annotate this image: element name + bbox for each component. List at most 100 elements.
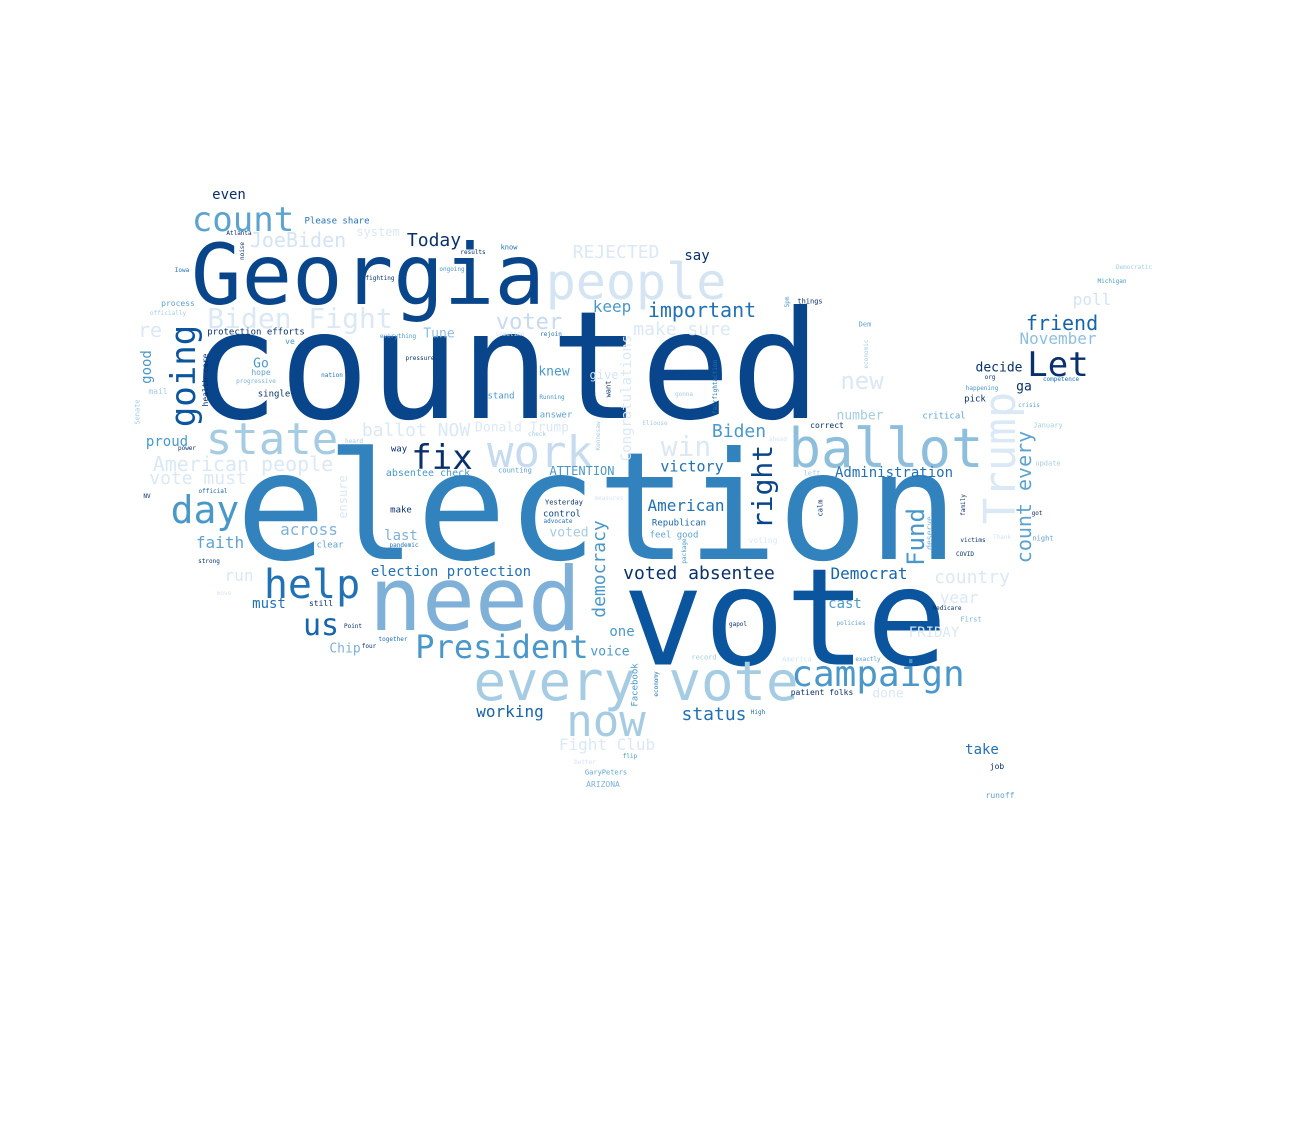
word-move: move — [216, 590, 232, 597]
word-even: even — [212, 187, 246, 203]
word-ahead: ahead — [768, 436, 788, 443]
word-help: help — [263, 562, 361, 608]
word-knew: knew — [538, 364, 570, 380]
word-pressure: pressure — [405, 355, 435, 362]
word-system: system — [356, 225, 400, 239]
word-got: got — [1031, 510, 1043, 517]
word-tune: Tune — [423, 326, 455, 342]
word-fight-club: Fight Club — [558, 735, 656, 754]
word-answer: answer — [539, 410, 573, 421]
word-cast: cast — [828, 596, 862, 612]
word-america: America — [782, 655, 812, 664]
word-night: night — [1032, 534, 1054, 543]
word-good: good — [139, 350, 155, 384]
word-joebiden: JoeBiden — [249, 228, 347, 252]
word-things: things — [797, 297, 823, 306]
word-year: year — [939, 588, 979, 607]
word-single: single — [257, 389, 291, 400]
word-american: American — [647, 496, 725, 515]
word-nv: NV — [143, 493, 151, 500]
word-gonna: gonna — [674, 391, 694, 398]
word-progressive: progressive — [236, 378, 276, 385]
word-victims: victims — [960, 537, 986, 544]
word-win: win — [660, 430, 712, 463]
word-november: November — [1019, 329, 1097, 348]
word-ballot-now: ballot NOW — [361, 420, 471, 441]
word-state: state — [205, 414, 339, 465]
word-control: control — [543, 509, 581, 520]
word-give: give — [589, 368, 619, 382]
word-update: update — [1035, 459, 1061, 468]
word-republican: Republican — [651, 518, 707, 529]
word-correct: correct — [810, 421, 844, 430]
word-biden-fight: Biden Fight — [207, 302, 393, 335]
word-advocate: advocate — [543, 518, 573, 525]
word-process: process — [161, 299, 195, 308]
word-stand: stand — [487, 391, 515, 402]
word-biden: Biden — [711, 421, 767, 442]
word-feel-good: feel good — [649, 530, 699, 541]
word-want: want — [604, 380, 613, 398]
word-atlanta: Atlanta — [226, 230, 252, 237]
word-michigan: Michigan — [1097, 278, 1127, 285]
word-democratic: Democratic — [1115, 264, 1153, 271]
word-ongoing: ongoing — [439, 266, 465, 273]
word-vote-must: vote must — [149, 468, 247, 489]
word-done: done — [872, 686, 904, 702]
word-need: need — [369, 548, 581, 651]
word-first: First — [960, 615, 982, 624]
word-record: record — [691, 653, 717, 662]
word-everything: everything — [379, 333, 417, 340]
word-say: say — [684, 248, 710, 264]
word-job: job — [989, 762, 1005, 771]
word-ga: ga — [1016, 379, 1032, 395]
word-election-protection: election protection — [370, 564, 532, 580]
word-run: run — [224, 566, 254, 585]
word-garypeters: GaryPeters — [584, 768, 628, 777]
word-faith: faith — [195, 533, 245, 552]
word-heard: heard — [344, 438, 364, 445]
word-take: take — [965, 742, 999, 758]
word-check: check — [527, 431, 547, 438]
word-deserve: deserve — [925, 516, 934, 550]
word-attention: ATTENTION — [549, 464, 615, 478]
word-pandemic: pandemic — [389, 542, 419, 549]
word-rejoin: rejoin — [540, 331, 562, 338]
word-re: re — [137, 318, 163, 342]
word-january: January — [1033, 421, 1063, 430]
word-fairfightaction: fairfightaction — [712, 359, 719, 415]
word-arizona: ARIZONA — [586, 780, 620, 789]
word-5pm: 5pm — [784, 296, 791, 308]
word-power: power — [177, 445, 197, 452]
word-us: us — [302, 608, 340, 643]
word-yesterday: Yesterday — [545, 498, 583, 507]
word-economic: economic — [863, 339, 870, 369]
word-covid: COVID — [955, 551, 975, 558]
word-make: make — [390, 505, 412, 516]
word-vote: vote — [622, 539, 948, 697]
word-congratulations: Congratulations — [619, 334, 635, 462]
word-new: new — [840, 367, 884, 395]
word-right: right — [746, 444, 779, 530]
word-critical: critical — [922, 411, 966, 422]
word-facebook: Facebook — [630, 663, 641, 707]
word-voting: voting — [748, 536, 778, 545]
word-ensure: ensure — [336, 475, 350, 519]
word-voted: voted — [549, 525, 589, 541]
word-please-share: Please share — [304, 216, 370, 227]
word-voice: voice — [590, 644, 630, 660]
word-rejected: REJECTED — [572, 242, 660, 263]
word-administration: Administration — [834, 465, 954, 481]
word-campaign: campaign — [791, 654, 965, 695]
word-sometime: sometime — [495, 331, 525, 338]
word-package: package — [681, 538, 688, 564]
word-exactly: exactly — [855, 656, 881, 663]
word-make-sure: make sure — [633, 319, 731, 340]
word-health-care: health care — [201, 353, 210, 407]
word-family: family — [960, 494, 967, 516]
word-patient-folks: patient folks — [790, 688, 854, 697]
word-across: across — [280, 520, 338, 539]
word-fix: fix — [411, 438, 473, 478]
word-running: Running — [539, 394, 565, 401]
